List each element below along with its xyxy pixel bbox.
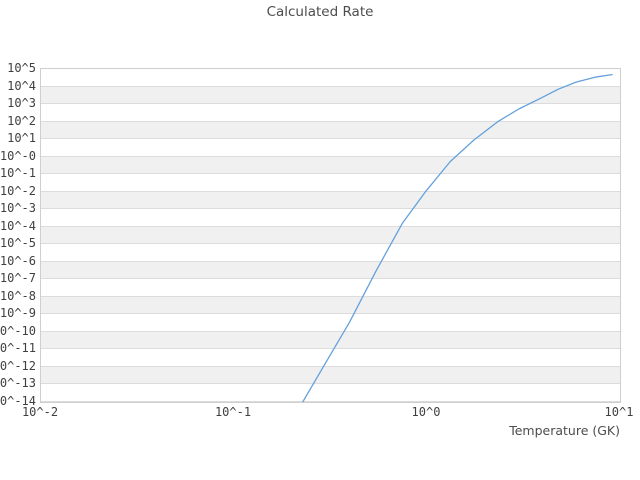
- y-tick-label: 10^-12: [0, 358, 36, 373]
- decade-band: [41, 261, 620, 280]
- y-tick-label: 10^-9: [0, 306, 36, 321]
- decade-band: [41, 279, 620, 297]
- decade-band: [41, 174, 620, 192]
- x-tick-label: 10^-2: [21, 405, 59, 419]
- x-tick-label: 10^-1: [214, 405, 252, 419]
- y-tick-label: 10^-1: [0, 166, 36, 181]
- y-tick-label: 10^-6: [0, 253, 36, 268]
- y-tick-label: 10^-0: [0, 148, 36, 163]
- y-tick-label: 10^-3: [0, 201, 36, 216]
- decade-band: [41, 244, 620, 262]
- x-tick-label: 10^0: [411, 405, 441, 419]
- decade-band: [41, 296, 620, 315]
- decade-band: [41, 384, 620, 402]
- decade-band: [41, 331, 620, 350]
- y-tick-label: 10^4: [7, 78, 36, 93]
- plot-area: [40, 68, 621, 403]
- y-tick-label: 10^-8: [0, 288, 36, 303]
- chart-title: Calculated Rate: [266, 4, 374, 20]
- decade-band: [41, 104, 620, 122]
- y-tick-label: 10^1: [7, 131, 36, 146]
- y-tick-label: 10^-14: [0, 394, 36, 408]
- decade-band: [41, 209, 620, 227]
- y-tick-label: 10^-11: [0, 341, 36, 356]
- y-tick-label: 10^3: [7, 96, 36, 111]
- rate-curve: [302, 73, 613, 402]
- decade-band: [41, 191, 620, 210]
- decade-band: [41, 349, 620, 367]
- y-tick-label: 10^2: [7, 113, 36, 128]
- y-tick-label: 10^5: [7, 61, 36, 75]
- rate-curve-path: [302, 73, 613, 402]
- y-tick-label: 10^-7: [0, 271, 36, 286]
- y-tick-label: 10^-4: [0, 218, 36, 233]
- decade-band: [41, 366, 620, 385]
- decade-band: [41, 139, 620, 157]
- y-tick-label: 10^-10: [0, 323, 36, 338]
- y-tick-label: 10^-13: [0, 376, 36, 391]
- decade-band: [41, 69, 620, 87]
- y-tick-label: 10^-2: [0, 183, 36, 198]
- decade-band: [41, 121, 620, 140]
- decade-band: [41, 314, 620, 332]
- x-tick-label: 10^1: [604, 405, 634, 419]
- x-axis-title: Temperature (GK): [509, 423, 620, 438]
- y-tick-label: 10^-5: [0, 236, 36, 251]
- decade-band: [41, 86, 620, 105]
- decade-band: [41, 156, 620, 175]
- decade-band: [41, 226, 620, 245]
